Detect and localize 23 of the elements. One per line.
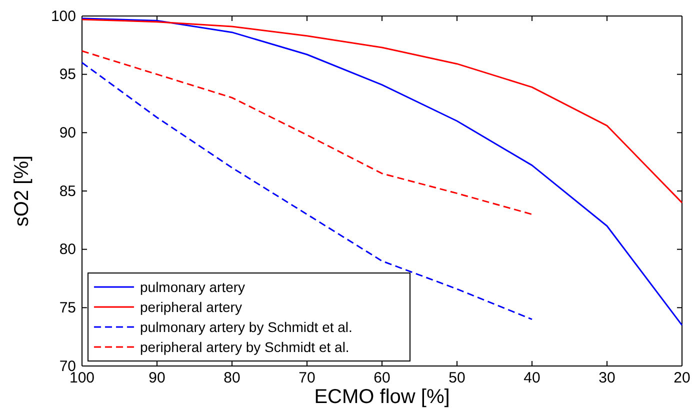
x-tick-label: 30 xyxy=(598,370,616,387)
y-tick-label: 80 xyxy=(59,241,76,258)
y-tick-label: 75 xyxy=(59,299,76,316)
x-tick-label: 20 xyxy=(674,370,690,387)
y-tick-label: 90 xyxy=(59,124,76,142)
line-series xyxy=(81,50,533,216)
legend-label: pulmonary artery xyxy=(140,279,246,295)
x-tick-label: 40 xyxy=(524,370,540,387)
x-axis-title: ECMO flow [%] xyxy=(314,386,450,408)
line-series xyxy=(81,18,683,204)
x-tick-label: 80 xyxy=(224,370,240,387)
legend-label: peripheral artery xyxy=(140,299,242,315)
legend-label: pulmonary artery by Schmidt et al. xyxy=(140,319,352,335)
x-tick-label: 70 xyxy=(298,370,316,387)
line-series xyxy=(81,62,533,320)
y-tick-label: 85 xyxy=(59,182,76,200)
x-tick-label: 60 xyxy=(374,370,390,387)
x-tick-label: 50 xyxy=(448,370,466,387)
y-tick-label: 95 xyxy=(59,66,76,84)
x-tick-label: 90 xyxy=(148,370,166,387)
y-tick-label: 100 xyxy=(50,8,76,25)
legend-label: peripheral artery by Schmidt et al. xyxy=(140,339,350,355)
y-axis-title: sO2 [%] xyxy=(11,155,33,227)
